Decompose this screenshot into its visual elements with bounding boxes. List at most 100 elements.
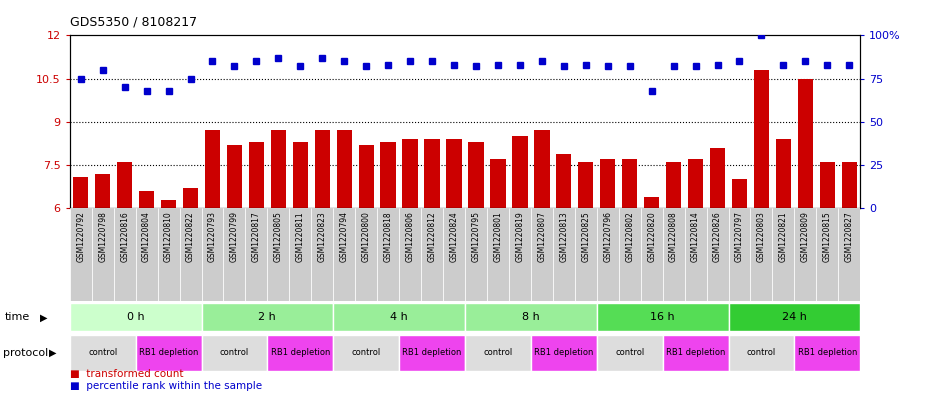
Bar — [446, 139, 461, 208]
Bar — [223, 208, 246, 301]
Bar — [838, 208, 860, 301]
Text: GSM1220798: GSM1220798 — [99, 211, 107, 262]
Bar — [512, 136, 527, 208]
Bar — [684, 208, 707, 301]
Bar — [465, 208, 487, 301]
Text: GSM1220792: GSM1220792 — [76, 211, 86, 262]
Text: GSM1220818: GSM1220818 — [384, 211, 392, 262]
Text: GSM1220805: GSM1220805 — [273, 211, 283, 262]
Bar — [267, 335, 333, 371]
Bar — [728, 335, 794, 371]
Text: GSM1220796: GSM1220796 — [604, 211, 612, 262]
Bar — [622, 159, 637, 208]
Text: GSM1220797: GSM1220797 — [735, 211, 744, 262]
Bar — [728, 303, 860, 332]
Bar — [92, 208, 113, 301]
Text: RB1 depletion: RB1 depletion — [139, 348, 198, 357]
Bar — [798, 79, 813, 208]
Bar — [380, 142, 396, 208]
Text: RB1 depletion: RB1 depletion — [403, 348, 462, 357]
Text: 16 h: 16 h — [650, 312, 675, 322]
Bar — [597, 208, 618, 301]
Bar — [534, 130, 550, 208]
Text: 2 h: 2 h — [259, 312, 276, 322]
Bar — [465, 335, 531, 371]
Bar — [443, 208, 465, 301]
Text: control: control — [484, 348, 512, 357]
Text: GSM1220823: GSM1220823 — [318, 211, 326, 262]
Bar — [271, 130, 286, 208]
Bar — [403, 139, 418, 208]
Bar — [578, 162, 593, 208]
Bar — [202, 208, 223, 301]
Text: GSM1220817: GSM1220817 — [252, 211, 261, 262]
Bar — [136, 208, 157, 301]
Bar — [666, 162, 682, 208]
Bar — [399, 335, 465, 371]
Text: 0 h: 0 h — [126, 312, 144, 322]
Bar — [728, 208, 751, 301]
Text: control: control — [352, 348, 380, 357]
Bar — [710, 148, 725, 208]
Bar — [355, 208, 378, 301]
Text: time: time — [5, 312, 30, 322]
Text: GSM1220802: GSM1220802 — [625, 211, 634, 262]
Bar — [113, 208, 136, 301]
Bar — [378, 208, 399, 301]
Text: RB1 depletion: RB1 depletion — [271, 348, 330, 357]
Text: 8 h: 8 h — [522, 312, 539, 322]
Text: GSM1220810: GSM1220810 — [164, 211, 173, 262]
Text: GSM1220803: GSM1220803 — [757, 211, 766, 262]
Bar — [641, 208, 662, 301]
Bar — [95, 174, 111, 208]
Bar — [732, 180, 747, 208]
Bar — [597, 335, 662, 371]
Text: GSM1220813: GSM1220813 — [559, 211, 568, 262]
Text: GSM1220808: GSM1220808 — [669, 211, 678, 262]
Bar — [794, 335, 860, 371]
Text: GSM1220800: GSM1220800 — [362, 211, 371, 262]
Bar — [794, 208, 817, 301]
Bar — [70, 208, 92, 301]
Bar — [644, 197, 659, 208]
Bar — [161, 200, 177, 208]
Bar — [509, 208, 531, 301]
Bar — [842, 162, 857, 208]
Text: GSM1220793: GSM1220793 — [208, 211, 217, 262]
Bar — [314, 130, 330, 208]
Bar — [70, 335, 136, 371]
Text: RB1 depletion: RB1 depletion — [666, 348, 725, 357]
Text: GSM1220807: GSM1220807 — [538, 211, 546, 262]
Text: 4 h: 4 h — [391, 312, 408, 322]
Text: GSM1220795: GSM1220795 — [472, 211, 481, 262]
Text: GSM1220811: GSM1220811 — [296, 211, 305, 262]
Bar — [202, 303, 333, 332]
Bar — [337, 130, 352, 208]
Text: GDS5350 / 8108217: GDS5350 / 8108217 — [70, 16, 197, 29]
Text: RB1 depletion: RB1 depletion — [798, 348, 857, 357]
Bar — [817, 208, 838, 301]
Text: control: control — [88, 348, 117, 357]
Text: GSM1220821: GSM1220821 — [779, 211, 788, 262]
Text: GSM1220809: GSM1220809 — [801, 211, 810, 262]
Bar — [490, 159, 506, 208]
Bar — [552, 208, 575, 301]
Bar — [465, 303, 597, 332]
Bar — [246, 208, 267, 301]
Text: GSM1220794: GSM1220794 — [339, 211, 349, 262]
Text: ■  transformed count: ■ transformed count — [70, 369, 183, 379]
Text: GSM1220804: GSM1220804 — [142, 211, 151, 262]
Bar — [117, 162, 132, 208]
Bar — [773, 208, 794, 301]
Bar — [421, 208, 443, 301]
Text: ■  percentile rank within the sample: ■ percentile rank within the sample — [70, 381, 262, 391]
Text: GSM1220816: GSM1220816 — [120, 211, 129, 262]
Bar — [575, 208, 597, 301]
Bar — [662, 208, 684, 301]
Text: control: control — [615, 348, 644, 357]
Bar — [399, 208, 421, 301]
Text: GSM1220799: GSM1220799 — [230, 211, 239, 262]
Bar — [776, 139, 791, 208]
Bar — [183, 188, 198, 208]
Bar — [556, 154, 572, 208]
